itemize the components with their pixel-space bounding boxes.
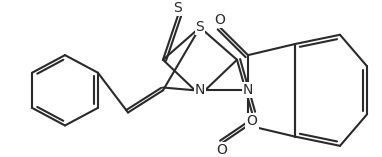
Text: O: O bbox=[215, 13, 225, 27]
Text: O: O bbox=[246, 114, 257, 128]
Text: S: S bbox=[196, 20, 204, 34]
Text: S: S bbox=[174, 1, 182, 15]
Text: N: N bbox=[195, 83, 205, 97]
Text: O: O bbox=[217, 143, 227, 157]
Text: N: N bbox=[243, 83, 253, 97]
